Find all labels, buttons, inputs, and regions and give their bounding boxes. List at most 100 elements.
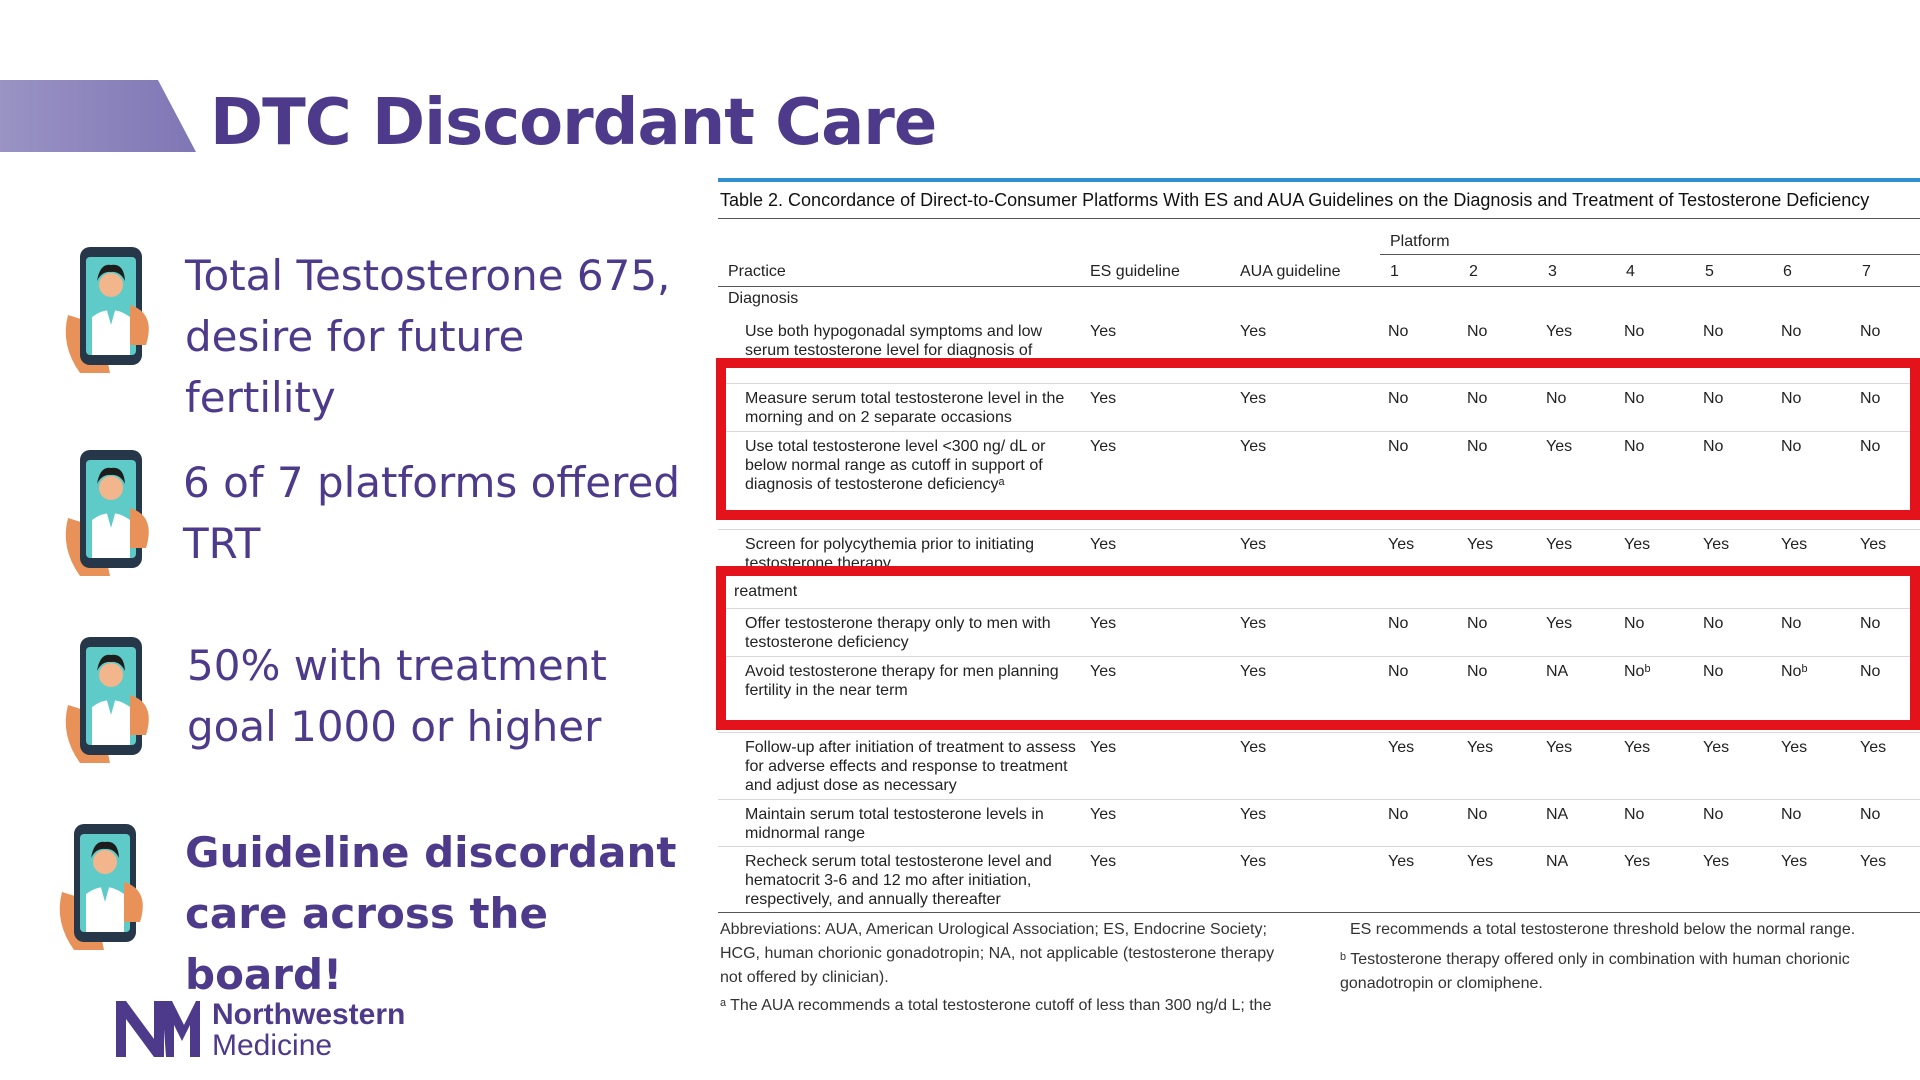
row-platform-7-value: No [1860,615,1881,632]
section-diagnosis: Diagnosis [728,290,799,307]
row-platform-6-value: No [1781,438,1802,455]
row-platform-3-value: Yes [1546,438,1573,455]
row-es-value: Yes [1090,806,1117,823]
row-platform-5-value: No [1703,323,1724,340]
phone-doctor-icon [65,637,149,763]
row-platform-1-value: Yes [1388,739,1415,756]
header-es: ES guideline [1090,263,1180,280]
row-es-value: Yes [1090,323,1117,340]
phone-doctor-icon [65,247,149,373]
row-platform-3-value: Yes [1546,739,1573,756]
row-platform-6-value: Noᵇ [1781,663,1808,680]
row-divider [718,431,1920,432]
row-es-value: Yes [1090,615,1117,632]
row-platform-5-value: No [1703,615,1724,632]
row-platform-4-value: Noᵇ [1624,663,1651,680]
platform-rule [1380,254,1920,255]
bullet-text: 50% with treatment goal 1000 or higher [187,641,607,751]
row-es-value: Yes [1090,853,1117,870]
row-divider [718,799,1920,800]
row-platform-2-value: Yes [1467,536,1494,553]
header-platform-2: 2 [1469,263,1478,280]
bullet-2: 6 of 7 platforms offered TRT [60,448,680,578]
phone-doctor-icon [59,824,143,950]
abbreviations-note: Abbreviations: AUA, American Urological … [720,921,1275,986]
row-platform-4-value: No [1624,438,1645,455]
title-accent-band [0,80,196,152]
row-divider [718,846,1920,847]
row-platform-1-value: Yes [1388,853,1415,870]
row-divider [718,732,1920,733]
row-platform-2-value: No [1467,438,1488,455]
row-platform-7-value: No [1860,390,1881,407]
row-platform-6-value: No [1781,390,1802,407]
bullet-text: 6 of 7 platforms offered TRT [183,458,680,568]
row-platform-2-value: No [1467,663,1488,680]
row-divider [718,656,1920,657]
row-platform-1-value: No [1388,438,1409,455]
row-aua-value: Yes [1240,853,1267,870]
row-aua-value: Yes [1240,438,1267,455]
row-platform-3-value: NA [1546,853,1569,870]
row-platform-1-value: No [1388,615,1409,632]
logo-line1: Northwestern [212,998,406,1031]
row-platform-2-value: No [1467,323,1488,340]
row-es-value: Yes [1090,438,1117,455]
row-platform-1-value: No [1388,390,1409,407]
row-platform-4-value: No [1624,806,1645,823]
row-platform-3-value: No [1546,390,1567,407]
row-platform-4-value: Yes [1624,739,1651,756]
row-platform-5-value: Yes [1703,536,1730,553]
highlight-box-treatment [716,566,1920,730]
row-aua-value: Yes [1240,536,1267,553]
row-platform-7-value: Yes [1860,536,1887,553]
bullet-1: Total Testosterone 675, desire for future… [60,245,670,422]
row-platform-3-value: Yes [1546,323,1573,340]
header-platform-6: 6 [1783,263,1792,280]
header-platform-5: 5 [1705,263,1714,280]
slide-title: DTC Discordant Care [210,86,937,160]
row-es-value: Yes [1090,390,1117,407]
row-es-value: Yes [1090,739,1117,756]
caption-rule [718,218,1920,219]
row-platform-4-value: No [1624,390,1645,407]
row-platform-7-value: Yes [1860,853,1887,870]
row-platform-5-value: No [1703,806,1724,823]
row-platform-3-value: Yes [1546,536,1573,553]
section-treatment: reatment [734,583,798,600]
row-platform-5-value: No [1703,663,1724,680]
header-practice: Practice [728,263,786,280]
row-platform-7-value: No [1860,806,1881,823]
row-platform-6-value: Yes [1781,536,1808,553]
row-platform-4-value: No [1624,323,1645,340]
row-practice: Use both hypogonadal symptoms and low se… [745,323,1043,359]
row-practice: Use total testosterone level <300 ng/ dL… [745,438,1046,493]
row-platform-7-value: No [1860,438,1881,455]
logo-line2: Medicine [212,1029,333,1062]
phone-doctor-icon [65,450,149,576]
row-practice: Follow-up after initiation of treatment … [745,739,1076,794]
row-platform-5-value: No [1703,390,1724,407]
row-platform-7-value: Yes [1860,739,1887,756]
header-platform-7: 7 [1862,263,1871,280]
bullet-4: Guideline discordant care across the boar… [59,822,676,999]
row-platform-4-value: Yes [1624,536,1651,553]
row-platform-1-value: No [1388,806,1409,823]
row-platform-2-value: Yes [1467,739,1494,756]
table-caption: Table 2. Concordance of Direct-to-Consum… [720,190,1870,210]
row-platform-1-value: No [1388,663,1409,680]
row-aua-value: Yes [1240,806,1267,823]
row-platform-2-value: No [1467,615,1488,632]
northwestern-medicine-logo: Northwestern Medicine [112,995,452,1065]
row-platform-2-value: Yes [1467,853,1494,870]
row-practice: Offer testosterone therapy only to men w… [745,615,1051,651]
row-aua-value: Yes [1240,390,1267,407]
nm-logo-icon [116,1001,200,1057]
row-platform-3-value: NA [1546,806,1569,823]
row-divider [718,529,1920,530]
highlight-box-diagnosis [716,358,1920,520]
row-platform-5-value: Yes [1703,739,1730,756]
row-platform-6-value: No [1781,806,1802,823]
row-aua-value: Yes [1240,323,1267,340]
row-platform-4-value: No [1624,615,1645,632]
